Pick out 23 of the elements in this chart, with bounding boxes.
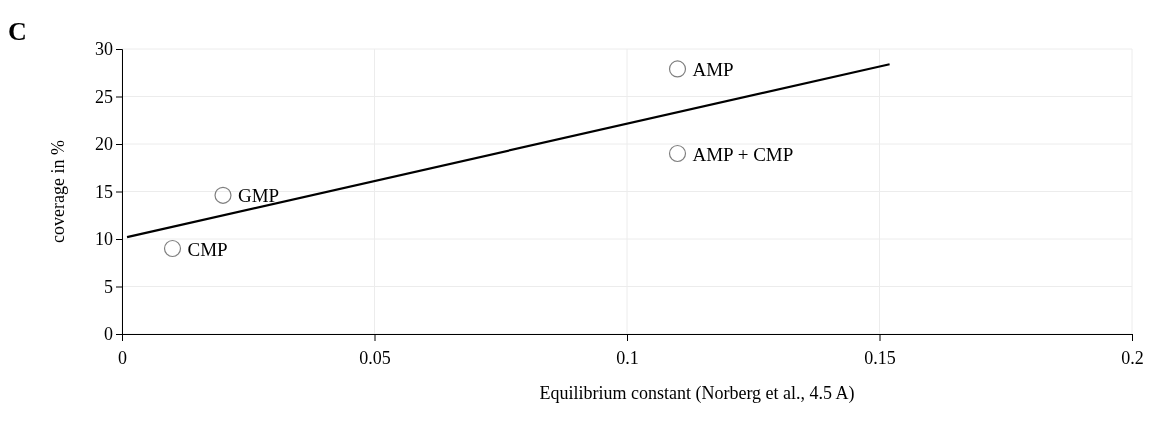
annotation: CMP <box>187 238 228 260</box>
x-tick-label: 0.15 <box>864 347 896 368</box>
point <box>214 186 232 204</box>
y-tick-label: 15 <box>95 181 113 202</box>
y-tick-label: 5 <box>104 276 113 297</box>
x-tick-label: 0.1 <box>616 347 639 368</box>
point <box>668 60 687 78</box>
y-tick-label: 0 <box>104 324 113 345</box>
point <box>668 144 687 163</box>
annotation: AMP <box>692 58 734 80</box>
y-axis-title: coverage in % <box>48 140 68 243</box>
y-tick-label: 30 <box>95 39 113 60</box>
x-tick-label: 0.05 <box>359 347 391 368</box>
text: C <box>8 17 27 46</box>
x-axis-title: Equilibrium constant (Norberg et al., 4.5 A) <box>539 383 855 404</box>
y-tick-label: 10 <box>95 229 113 250</box>
point <box>163 239 182 258</box>
annotation: GMP <box>238 185 280 207</box>
annotation: AMP + CMP <box>692 143 794 165</box>
y-tick-label: 25 <box>95 86 113 107</box>
x-tick-label: 0 <box>118 347 127 368</box>
y-tick-label: 20 <box>95 134 113 155</box>
x-tick-label: 0.2 <box>1121 347 1144 368</box>
